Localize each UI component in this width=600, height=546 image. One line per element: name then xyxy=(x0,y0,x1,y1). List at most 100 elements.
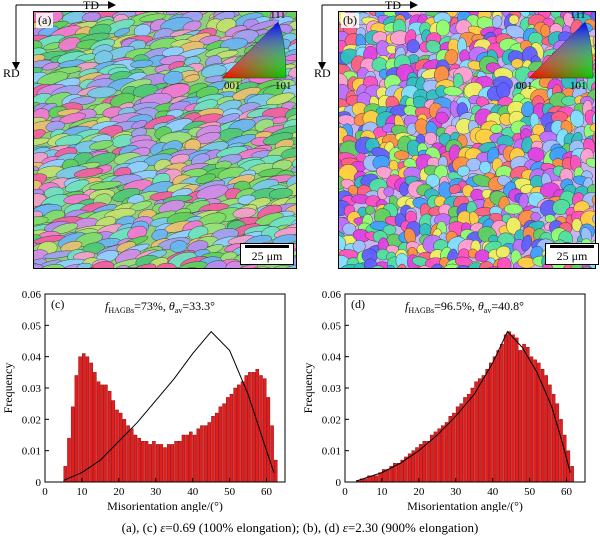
histogram-bar xyxy=(370,475,375,483)
histogram-bar xyxy=(240,381,245,483)
axis-arrows-b xyxy=(318,1,418,70)
caption-part-c: =2.30 (900% elongation) xyxy=(347,520,479,535)
y-tick-label: 0.05 xyxy=(22,320,42,332)
caption-epsilon-1: ε xyxy=(160,520,166,535)
y-tick-label: 0.03 xyxy=(22,383,42,395)
y-tick-label: 0 xyxy=(36,477,42,489)
histogram-bar xyxy=(437,428,441,483)
histogram-bar xyxy=(89,362,93,483)
histogram-bar xyxy=(426,441,430,483)
histogram-bar xyxy=(459,403,464,483)
histogram-bar xyxy=(122,419,127,483)
histogram-bar xyxy=(148,444,152,483)
fit-curve xyxy=(63,330,275,481)
x-tick-label: 0 xyxy=(342,486,348,498)
histogram-bar xyxy=(74,375,79,483)
x-tick-label: 0 xyxy=(42,486,48,498)
histogram-bar xyxy=(444,422,449,483)
y-tick-label: 0.05 xyxy=(322,320,342,332)
histogram-bar xyxy=(529,356,534,483)
histogram-bar xyxy=(274,459,278,483)
histogram-bar xyxy=(237,384,241,483)
histogram-bar xyxy=(203,425,208,483)
caption-part-b: =0.69 (100% elongation); (b), (d) xyxy=(165,520,343,535)
histogram-bar xyxy=(474,381,478,483)
scale-bar-b: 25 μm xyxy=(545,243,599,265)
ipf-111-label-a: 111 xyxy=(270,9,286,21)
fit-curve xyxy=(355,330,571,482)
histogram-bar xyxy=(259,375,263,483)
histogram-bar xyxy=(181,434,186,483)
histogram-bar xyxy=(455,406,460,483)
histogram-bar xyxy=(67,437,71,483)
histogram-bars xyxy=(63,353,278,483)
histogram-c: 0 10 20 30 40 50 60 0 0.01 0.02 0.03 0.04 0.05 0.06 Mi… xyxy=(1,289,286,512)
histogram-bar xyxy=(463,397,467,483)
histogram-bar xyxy=(485,368,489,483)
td-label-a: TD xyxy=(83,0,99,12)
histogram-bar xyxy=(93,372,97,483)
panel-label: (c) xyxy=(51,297,64,311)
y-tick-label: 0.02 xyxy=(22,414,41,426)
histogram-bar xyxy=(262,378,267,483)
x-tick-label: 20 xyxy=(113,486,125,498)
rd-label-b: RD xyxy=(314,66,331,80)
histogram-bar xyxy=(78,356,82,483)
y-tick-label: 0.02 xyxy=(322,414,341,426)
panel-label-a: (a) xyxy=(36,13,54,28)
histogram-bar xyxy=(496,350,500,483)
rd-label-a: RD xyxy=(3,66,20,80)
histogram-bar xyxy=(207,422,212,483)
ipf-001-label-a: 001 xyxy=(224,80,241,92)
histogram-bar xyxy=(133,434,138,483)
histogram-bar xyxy=(270,425,274,483)
histogram-bar xyxy=(433,431,438,483)
histogram-bar xyxy=(70,406,75,483)
histogram-bar xyxy=(229,394,234,483)
histogram-bar xyxy=(385,469,390,483)
histogram-bar xyxy=(222,403,226,483)
histogram-bar xyxy=(111,400,116,483)
histogram-bar xyxy=(466,394,471,483)
histogram-bar xyxy=(196,428,200,483)
histogram-bar xyxy=(130,428,134,483)
histogram-bar xyxy=(522,343,526,483)
histogram-bar xyxy=(178,441,182,483)
histogram-bar xyxy=(100,384,104,483)
y-tick-label: 0.03 xyxy=(322,383,342,395)
histogram-bar xyxy=(126,425,130,483)
histogram-bar xyxy=(551,394,556,483)
x-tick-label: 50 xyxy=(524,486,536,498)
histogram-bar xyxy=(174,441,178,483)
histogram-bar xyxy=(163,447,167,483)
histogram-bar xyxy=(118,412,123,483)
caption-part-a: (a), (c) xyxy=(121,520,161,535)
histogram-bar xyxy=(537,362,541,483)
x-axis-label: Misorientation angle/(°) xyxy=(407,499,523,512)
histogram-bar xyxy=(518,350,523,483)
x-tick-label: 60 xyxy=(261,486,273,498)
histogram-bar xyxy=(104,384,108,483)
histogram-bar xyxy=(137,437,141,483)
x-tick-label: 40 xyxy=(187,486,199,498)
panel-label-b: (b) xyxy=(341,13,359,28)
y-axis-label: Frequency xyxy=(301,363,315,414)
histogram-bar xyxy=(159,444,164,483)
figure-caption: (a), (c) ε=0.69 (100% elongation); (b), … xyxy=(0,520,600,536)
histogram-bar xyxy=(152,441,156,483)
x-axis-label: Misorientation angle/(°) xyxy=(107,499,223,512)
ipf-101-label-a: 101 xyxy=(275,80,292,92)
histogram-bar xyxy=(266,397,271,483)
histogram-bar xyxy=(555,403,560,483)
histogram-bar xyxy=(166,444,171,483)
scale-bar-a: 25 μm xyxy=(240,243,294,265)
ipf-111-label-b: 111 xyxy=(570,9,586,21)
x-tick-label: 40 xyxy=(487,486,499,498)
panel-label: (d) xyxy=(351,297,365,311)
y-tick-label: 0.06 xyxy=(22,289,42,301)
histogram-bar xyxy=(430,434,434,483)
histogram-bar xyxy=(500,343,504,483)
histogram-bars xyxy=(356,331,574,483)
ipf-triangle-a xyxy=(221,21,287,79)
histogram-bar xyxy=(155,444,160,483)
